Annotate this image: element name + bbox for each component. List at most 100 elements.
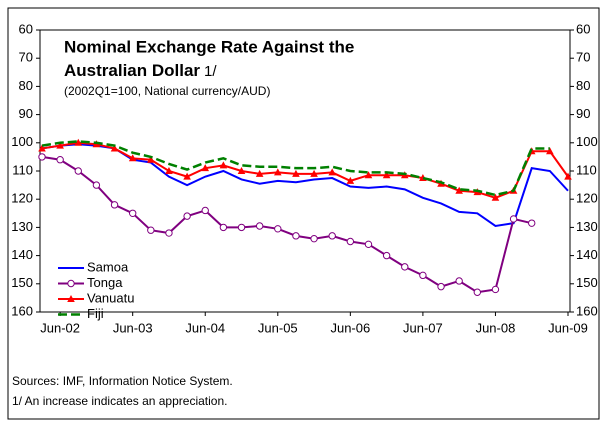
y2-tick-label: 140: [576, 247, 598, 262]
y-tick-label: 70: [19, 50, 33, 65]
y2-tick-label: 120: [576, 191, 598, 206]
y2-tick-label: 90: [576, 106, 590, 121]
chart-title-line: Australian Dollar 1/: [64, 61, 217, 80]
point: [491, 285, 500, 294]
point: [328, 232, 336, 240]
y-tick-label: 90: [19, 106, 33, 121]
y-tick-label: 140: [11, 247, 33, 262]
legend-marker: [67, 295, 75, 302]
point: [38, 153, 46, 161]
point: [528, 219, 536, 227]
y-tick-label: 150: [11, 275, 33, 290]
point: [183, 212, 191, 220]
legend-label: Tonga: [87, 275, 123, 290]
point: [437, 282, 445, 291]
note: Sources: IMF, Information Notice System.: [12, 374, 233, 388]
point: [419, 271, 427, 280]
point: [382, 251, 391, 260]
point: [56, 141, 64, 149]
point: [564, 172, 572, 180]
point: [546, 147, 554, 155]
x-tick-label: Jun-05: [258, 320, 298, 335]
point: [74, 138, 83, 146]
point: [237, 223, 246, 232]
x-tick-label: Jun-04: [185, 320, 225, 335]
point: [255, 222, 264, 230]
point: [473, 288, 482, 296]
figure-frame: [7, 7, 600, 420]
point: [328, 168, 337, 176]
note: 1/ An increase indicates an appreciation…: [12, 394, 227, 408]
point: [382, 171, 391, 179]
y2-tick-label: 160: [576, 303, 598, 318]
point: [273, 168, 282, 176]
y2-tick-label: 80: [576, 78, 590, 93]
point: [346, 237, 355, 246]
point: [364, 240, 373, 249]
y-tick-label: 110: [12, 162, 33, 177]
point: [201, 164, 210, 172]
chart-title: Nominal Exchange Rate Against the: [64, 37, 354, 56]
point: [292, 169, 300, 177]
point: [491, 193, 500, 201]
x-tick-label: Jun-09: [548, 320, 588, 335]
point: [201, 206, 209, 215]
y-tick-label: 130: [11, 219, 33, 234]
x-tick-label: Jun-02: [40, 320, 80, 335]
y-tick-label: 80: [19, 78, 33, 93]
point: [147, 226, 155, 234]
legend-label: Samoa: [87, 259, 129, 274]
point: [274, 225, 282, 233]
legend-marker: [67, 279, 75, 288]
point: [455, 277, 463, 285]
point: [74, 167, 82, 175]
x-tick-label: Jun-07: [403, 320, 443, 335]
point: [455, 186, 463, 194]
point: [219, 161, 228, 169]
legend-label: Vanuatu: [87, 290, 134, 305]
point: [92, 181, 101, 189]
y-tick-label: 100: [11, 134, 33, 149]
point: [165, 229, 173, 237]
point: [56, 156, 64, 164]
y2-tick-label: 100: [576, 134, 598, 149]
x-tick-label: Jun-06: [330, 320, 370, 335]
point: [147, 155, 155, 163]
point: [165, 167, 173, 174]
y2-tick-label: 60: [576, 21, 590, 36]
point: [346, 176, 355, 184]
x-tick-label: Jun-08: [476, 320, 516, 335]
title-note: 1/: [204, 63, 217, 80]
y-tick-label: 60: [19, 21, 33, 36]
y-tick-label: 160: [11, 303, 33, 318]
point: [310, 169, 318, 177]
point: [110, 201, 119, 209]
point: [509, 215, 518, 223]
legend-label: Fiji: [87, 306, 104, 321]
chart-title: Australian Dollar: [64, 61, 200, 80]
point: [128, 209, 137, 218]
point: [128, 154, 137, 162]
y2-tick-label: 130: [576, 219, 598, 234]
y2-tick-label: 70: [576, 50, 590, 65]
series-line: [41, 155, 532, 294]
x-tick-label: Jun-03: [113, 320, 153, 335]
y2-tick-label: 150: [576, 275, 598, 290]
point: [255, 169, 264, 177]
series-line: [41, 143, 569, 228]
point: [219, 223, 228, 232]
point: [364, 171, 373, 179]
point: [110, 144, 119, 152]
y2-tick-label: 110: [576, 162, 597, 177]
series-line: [41, 140, 550, 197]
point: [310, 234, 318, 243]
series-line: [41, 141, 569, 199]
point: [237, 167, 246, 174]
point: [401, 263, 409, 271]
y-tick-label: 120: [11, 191, 33, 206]
point: [183, 172, 191, 180]
subtitle: (2002Q1=100, National currency/AUD): [64, 84, 270, 98]
point: [38, 144, 46, 152]
point: [292, 232, 300, 240]
